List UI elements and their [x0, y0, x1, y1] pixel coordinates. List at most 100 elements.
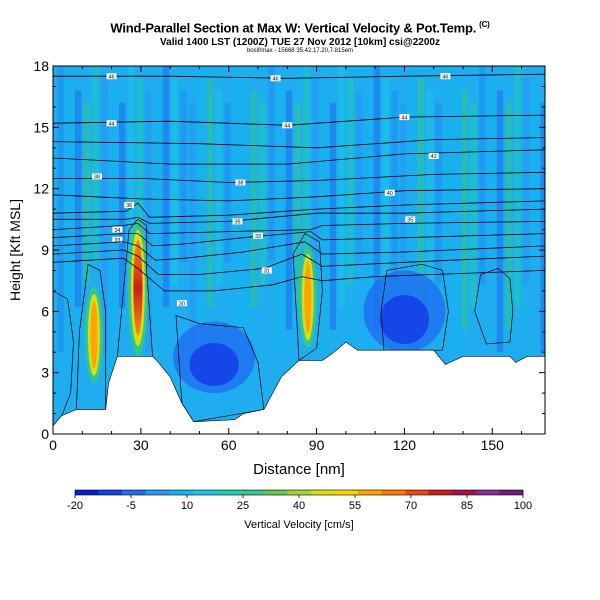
field-streak [285, 90, 293, 330]
updraft-core [90, 301, 98, 369]
field-streak [198, 66, 205, 330]
isentrope-label-bg [232, 218, 243, 225]
chart-title: Wind-Parallel Section at Max W: Vertical… [0, 20, 600, 35]
downdraft-core [189, 342, 239, 386]
colorbar-swatch [75, 490, 99, 495]
field-streak [487, 78, 495, 263]
colorbar-tick-label: 40 [293, 500, 305, 512]
colorbar-swatch [145, 490, 170, 495]
isentrope-label: 46 [273, 76, 279, 82]
y-tick-label: 0 [41, 426, 49, 442]
x-tick-label: 150 [481, 437, 505, 453]
field-streak [189, 102, 196, 353]
colorbar-swatch [287, 490, 312, 495]
isentrope-line [53, 137, 545, 149]
colorbar-tick-label: 70 [405, 500, 417, 512]
field-streak [523, 78, 530, 285]
field-streak [66, 78, 73, 330]
field-streak [400, 102, 407, 263]
field-streak [162, 66, 170, 308]
field-streak [452, 78, 460, 353]
isentrope-label-bg [405, 216, 416, 223]
colorbar-swatch [192, 490, 217, 495]
colorbar-swatch [98, 490, 123, 495]
field-streak [83, 102, 91, 285]
field-streak [540, 102, 545, 353]
field-streak [338, 66, 345, 308]
x-tick-label: 30 [133, 437, 149, 453]
field-streak [75, 90, 82, 308]
chart-subtitle-text: Valid 1400 LST (1200Z) TUE 27 Nov 2012 [160, 37, 352, 48]
isentrope-label: 44 [284, 123, 290, 129]
isentrope-label-bg [261, 267, 272, 274]
isentrope-label-bg [440, 73, 451, 80]
isentrope-label-bg [235, 179, 246, 186]
isentrope-label-bg [106, 120, 117, 127]
isentrope-line [53, 149, 545, 165]
isentrope-label: 40 [387, 191, 393, 197]
isentrope-line [53, 231, 545, 247]
y-tick-label: 6 [41, 303, 49, 319]
isentrope-label-bg [176, 300, 187, 307]
isentrope-label-bg [282, 122, 293, 129]
field-streak [531, 90, 539, 263]
velocity-contour [474, 268, 514, 345]
isentrope-line [53, 241, 545, 261]
isentrope-lines: 46 46 46 44 44 44 42 38 38 40 36 35 35 34 33 33 31 30 [53, 73, 545, 307]
x-tick-label: 60 [221, 437, 237, 453]
field-streak [329, 102, 337, 330]
y-tick-label: 3 [41, 365, 49, 381]
isentrope-line [53, 221, 545, 235]
y-tick-label: 18 [33, 58, 49, 74]
isentrope-label: 38 [237, 181, 243, 187]
colorbar-label: Vertical Velocity [cm/s] [244, 519, 353, 531]
y-tick-label: 9 [41, 242, 49, 258]
isentrope-line [53, 249, 545, 275]
field-streak [127, 66, 135, 285]
velocity-contour [380, 263, 449, 351]
colorbar-tick-label: 25 [237, 500, 249, 512]
colorbar-swatch [381, 490, 406, 495]
isentrope-line [53, 188, 545, 202]
velocity-contour [53, 290, 74, 427]
field-streak [241, 78, 249, 330]
colorbar-swatch [263, 490, 288, 495]
colorbar-swatch [334, 490, 359, 495]
colorbar-swatch [216, 490, 241, 495]
field-streak [408, 66, 416, 353]
velocity-cores [85, 219, 446, 394]
field-streak [233, 66, 240, 353]
isentrope-label: 33 [114, 238, 120, 244]
colorbar-swatch [240, 490, 264, 495]
colorbar-swatch [122, 490, 147, 495]
colorbar: -20 -5 10 25 40 55 70 85 100 [67, 489, 532, 512]
field-streak [514, 66, 521, 308]
chart-title-mark: (C) [479, 20, 490, 29]
field-streak [110, 90, 117, 330]
updraft-core [133, 239, 143, 336]
isentrope-label: 46 [109, 74, 115, 80]
field-streak [435, 102, 442, 285]
chart-subtitle-2: bosif/max - 15668 35.42.17.20,7.815em [246, 48, 354, 54]
isentrope-label: 38 [94, 175, 100, 181]
isentrope-label: 36 [126, 203, 132, 209]
isentrope-label: 42 [431, 154, 437, 160]
field-streak [373, 66, 381, 330]
field-streak [347, 78, 354, 285]
isentrope-line [53, 171, 545, 183]
downdraft-core [379, 295, 430, 345]
isentrope-label-bg [270, 75, 281, 82]
field-streak [364, 102, 372, 353]
isentrope-label: 34 [114, 228, 120, 234]
field-streak [505, 102, 512, 330]
field-streak [444, 66, 451, 263]
colorbar-tick-label: 85 [461, 500, 473, 512]
terrain [53, 341, 545, 434]
x-tick-label: 0 [49, 437, 57, 453]
colorbar-tick-label: -20 [67, 500, 83, 512]
field-streak [118, 102, 126, 308]
field-streak [426, 90, 433, 308]
isentrope-label: 44 [109, 121, 115, 127]
field-streak [356, 90, 363, 263]
